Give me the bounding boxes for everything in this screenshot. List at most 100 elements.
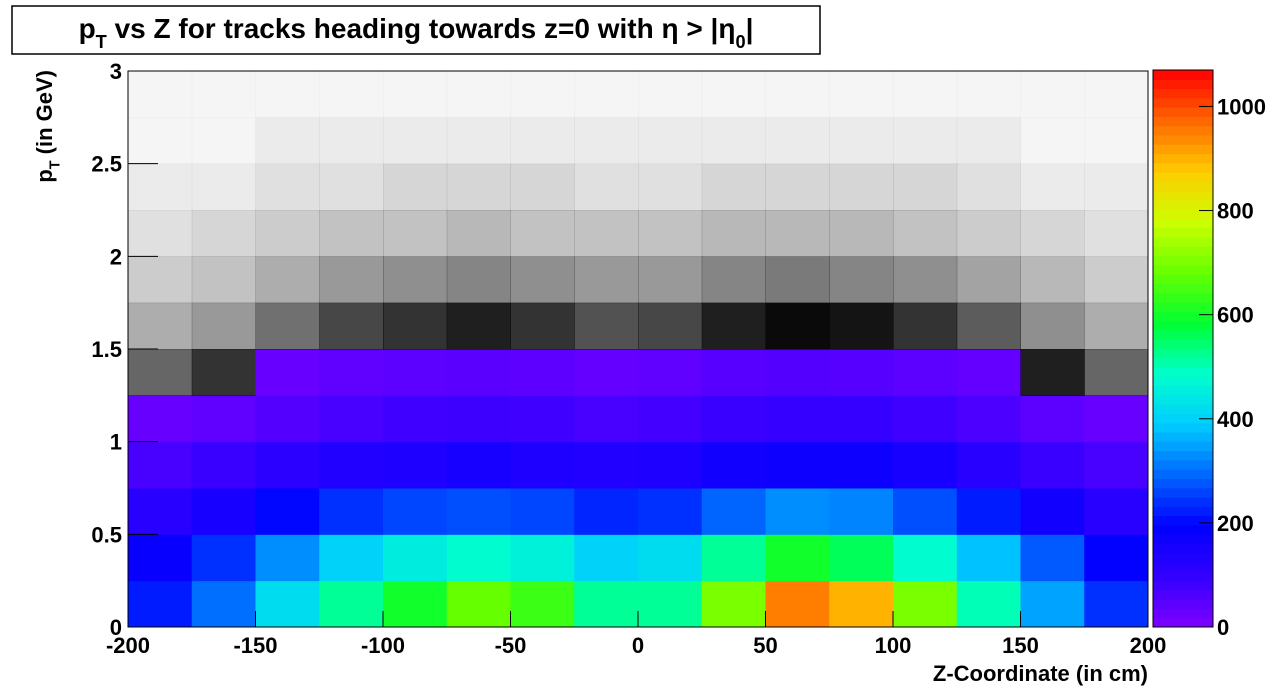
cell bbox=[191, 302, 256, 350]
cell bbox=[701, 349, 766, 396]
cell bbox=[701, 117, 766, 165]
colorbar-step bbox=[1153, 320, 1213, 331]
cell bbox=[829, 302, 894, 350]
colorbar-step bbox=[1153, 450, 1213, 461]
cell bbox=[383, 441, 448, 489]
colorbar-step bbox=[1153, 617, 1213, 628]
cell bbox=[319, 302, 384, 350]
cell bbox=[701, 163, 766, 211]
cell bbox=[446, 534, 511, 582]
cell bbox=[701, 395, 766, 443]
cell bbox=[1020, 349, 1085, 396]
cell bbox=[956, 349, 1021, 396]
colorbar-step bbox=[1153, 385, 1213, 396]
cell bbox=[1084, 117, 1149, 165]
cell bbox=[128, 534, 193, 582]
cell bbox=[956, 488, 1021, 535]
cell bbox=[383, 256, 448, 304]
cell bbox=[191, 163, 256, 211]
cell bbox=[1084, 210, 1149, 257]
cell bbox=[1020, 117, 1085, 165]
colorbar-step bbox=[1153, 534, 1213, 544]
cell bbox=[701, 534, 766, 582]
cell bbox=[128, 210, 193, 257]
cell bbox=[956, 210, 1021, 257]
colorbar-step bbox=[1153, 264, 1213, 275]
cell bbox=[638, 117, 703, 165]
cell bbox=[319, 210, 384, 257]
cell bbox=[128, 256, 193, 304]
cell bbox=[829, 163, 894, 211]
cell bbox=[829, 395, 894, 443]
cell bbox=[383, 580, 448, 628]
cell bbox=[446, 488, 511, 535]
colorbar-step bbox=[1153, 357, 1213, 368]
cell bbox=[638, 534, 703, 582]
x-tick-label: -200 bbox=[106, 633, 150, 658]
x-tick-label: 150 bbox=[1002, 633, 1039, 658]
cell bbox=[510, 117, 575, 165]
colorbar-step bbox=[1153, 283, 1213, 294]
cell bbox=[893, 349, 958, 396]
cell bbox=[765, 302, 830, 350]
x-tick-label: 200 bbox=[1130, 633, 1167, 658]
cell bbox=[128, 117, 193, 165]
cell bbox=[383, 163, 448, 211]
cell bbox=[1084, 349, 1149, 396]
cell bbox=[956, 580, 1021, 628]
colorbar-step bbox=[1153, 329, 1213, 340]
cell bbox=[383, 210, 448, 257]
cell bbox=[1084, 256, 1149, 304]
cell bbox=[191, 71, 256, 118]
z-tick-label: 1000 bbox=[1217, 94, 1266, 119]
cell bbox=[765, 441, 830, 489]
cell bbox=[446, 349, 511, 396]
cell bbox=[1020, 163, 1085, 211]
cell bbox=[510, 534, 575, 582]
cell bbox=[638, 163, 703, 211]
text-part: T bbox=[96, 32, 107, 52]
colorbar-step bbox=[1153, 487, 1213, 498]
chart-title: pT vs Z for tracks heading towards z=0 w… bbox=[79, 13, 754, 52]
cell bbox=[893, 534, 958, 582]
cell bbox=[893, 210, 958, 257]
cell bbox=[510, 580, 575, 628]
cell bbox=[319, 256, 384, 304]
colorbar-step bbox=[1153, 571, 1213, 582]
colorbar-frame bbox=[1152, 69, 1214, 628]
colorbar-step bbox=[1153, 432, 1213, 442]
cell bbox=[893, 302, 958, 350]
cell bbox=[574, 534, 639, 582]
colorbar-step bbox=[1153, 162, 1213, 173]
cell bbox=[765, 580, 830, 628]
y-tick-label: 3 bbox=[110, 59, 122, 84]
cell bbox=[574, 163, 639, 211]
colorbar-step bbox=[1153, 367, 1213, 377]
cell bbox=[956, 395, 1021, 443]
cell bbox=[893, 256, 958, 304]
y-tick-label: 1 bbox=[110, 430, 122, 455]
cell bbox=[1084, 71, 1149, 118]
colorbar-step bbox=[1153, 441, 1213, 452]
cell bbox=[510, 488, 575, 535]
cell bbox=[510, 163, 575, 211]
cell bbox=[319, 441, 384, 489]
cell bbox=[829, 117, 894, 165]
cell bbox=[956, 117, 1021, 165]
z-tick-label: 800 bbox=[1217, 199, 1254, 224]
cell bbox=[255, 488, 320, 535]
colorbar-step bbox=[1153, 562, 1213, 572]
cell bbox=[446, 210, 511, 257]
title-box bbox=[11, 5, 821, 55]
cell bbox=[255, 302, 320, 350]
cell bbox=[128, 488, 193, 535]
cell bbox=[510, 395, 575, 443]
cell bbox=[383, 349, 448, 396]
cell bbox=[191, 580, 256, 628]
cell bbox=[638, 488, 703, 535]
cell bbox=[829, 256, 894, 304]
cell bbox=[638, 395, 703, 443]
cell bbox=[1020, 534, 1085, 582]
colorbar-step bbox=[1153, 172, 1213, 182]
